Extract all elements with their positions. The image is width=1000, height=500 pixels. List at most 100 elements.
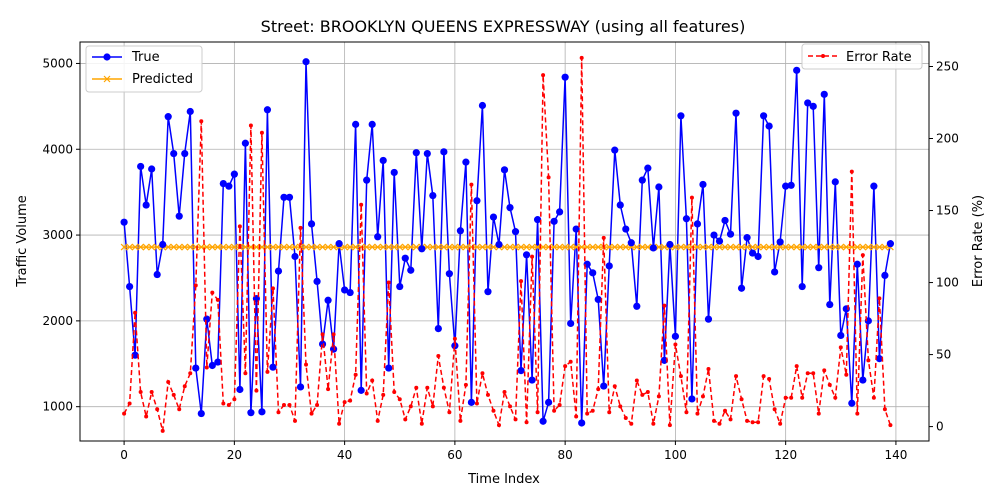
error-rate-point bbox=[188, 371, 193, 376]
predicted-point bbox=[716, 243, 723, 251]
error-rate-point bbox=[221, 401, 226, 406]
error-rate-point bbox=[585, 411, 590, 416]
error-rate-point bbox=[662, 303, 667, 308]
true-point bbox=[748, 249, 757, 257]
true-point bbox=[440, 148, 448, 156]
predicted-point bbox=[853, 243, 861, 251]
x-axis-label: Time Index bbox=[467, 472, 540, 487]
predicted-point bbox=[208, 243, 216, 251]
true-point bbox=[495, 240, 503, 249]
error-rate-point bbox=[651, 421, 656, 426]
true-point bbox=[274, 267, 283, 275]
true-point bbox=[445, 270, 453, 278]
error-rate-point bbox=[177, 407, 182, 412]
error-rate-point bbox=[469, 182, 474, 187]
predicted-point bbox=[605, 243, 613, 251]
predicted-point bbox=[506, 243, 514, 251]
error-rate-point bbox=[370, 378, 375, 383]
true-point bbox=[489, 213, 498, 221]
error-rate-point bbox=[519, 279, 524, 284]
predicted-point bbox=[440, 243, 448, 251]
predicted-point bbox=[363, 243, 371, 251]
true-point bbox=[737, 284, 746, 292]
legend-error-label: Error Rate bbox=[846, 50, 912, 65]
true-point bbox=[511, 228, 520, 236]
error-rate-point bbox=[888, 423, 893, 428]
error-rate-point bbox=[138, 390, 143, 395]
true-point bbox=[561, 73, 569, 81]
error-rate-point bbox=[739, 397, 744, 402]
y2-tick-label: 150 bbox=[936, 204, 959, 218]
true-point bbox=[804, 99, 812, 107]
predicted-point bbox=[539, 243, 547, 251]
error-rate-point bbox=[298, 225, 303, 230]
predicted-point bbox=[302, 243, 310, 251]
true-point bbox=[545, 398, 553, 406]
error-rate-point bbox=[634, 378, 639, 383]
predicted-point bbox=[401, 243, 409, 251]
true-point bbox=[335, 240, 343, 248]
x-tick-label: 0 bbox=[120, 448, 128, 462]
error-rate-point bbox=[849, 169, 854, 174]
true-point bbox=[412, 149, 420, 157]
predicted-point bbox=[451, 243, 459, 251]
true-point bbox=[793, 66, 801, 74]
predicted-point bbox=[126, 243, 134, 251]
error-rate-point bbox=[133, 310, 138, 315]
predicted-point bbox=[694, 243, 701, 251]
error-rate-point bbox=[756, 420, 761, 425]
error-rate-point bbox=[122, 411, 127, 416]
predicted-point bbox=[815, 243, 823, 251]
error-rate-point bbox=[243, 371, 248, 376]
error-rate-point bbox=[160, 428, 165, 433]
axes: 0 20 40 60 80 100 120 140 1000 2000 3000 4000 5000 0 5… bbox=[42, 56, 958, 462]
error-rate-point bbox=[695, 411, 700, 416]
predicted-point bbox=[699, 243, 707, 251]
predicted-point bbox=[407, 243, 415, 251]
true-point bbox=[704, 315, 713, 323]
true-point bbox=[307, 220, 316, 228]
y2-tick-label: 100 bbox=[936, 276, 959, 290]
true-point bbox=[721, 216, 729, 225]
error-rate-point bbox=[430, 404, 435, 409]
true-point bbox=[556, 208, 564, 216]
error-rate-point bbox=[761, 374, 766, 379]
true-point bbox=[313, 277, 321, 285]
error-rate-point bbox=[342, 400, 347, 405]
true-point bbox=[131, 351, 139, 359]
predicted-point bbox=[352, 243, 360, 251]
error-rate-point bbox=[458, 418, 463, 423]
y2-tick-label: 50 bbox=[936, 348, 951, 362]
true-point bbox=[225, 182, 233, 190]
predicted-point bbox=[578, 243, 586, 251]
true-point bbox=[197, 409, 205, 418]
error-rate-point bbox=[276, 410, 281, 415]
series-layer bbox=[120, 55, 895, 433]
x-tick-label: 100 bbox=[664, 448, 687, 462]
true-point bbox=[247, 409, 255, 417]
error-rate-point bbox=[811, 371, 816, 376]
true-point bbox=[798, 282, 806, 291]
error-rate-point bbox=[226, 402, 231, 407]
predicted-point bbox=[341, 243, 349, 251]
true-point bbox=[346, 288, 354, 297]
error-rate-point bbox=[706, 366, 711, 371]
predicted-point bbox=[252, 243, 260, 251]
x-tick-label: 140 bbox=[884, 448, 907, 462]
error-rate-point bbox=[871, 395, 876, 400]
error-rate-point bbox=[320, 332, 325, 337]
error-rate-point bbox=[805, 371, 810, 376]
error-rate-point bbox=[822, 368, 827, 373]
predicted-point bbox=[787, 243, 795, 251]
error-rate-point bbox=[612, 384, 617, 389]
error-rate-point bbox=[678, 374, 683, 379]
predicted-point bbox=[120, 243, 128, 251]
true-point bbox=[633, 302, 641, 310]
true-point bbox=[589, 269, 597, 277]
predicted-point bbox=[308, 243, 315, 251]
error-rate-point bbox=[425, 385, 430, 390]
predicted-point bbox=[219, 243, 227, 251]
true-point bbox=[550, 217, 558, 225]
true-point bbox=[616, 201, 624, 209]
true-point bbox=[291, 252, 299, 261]
